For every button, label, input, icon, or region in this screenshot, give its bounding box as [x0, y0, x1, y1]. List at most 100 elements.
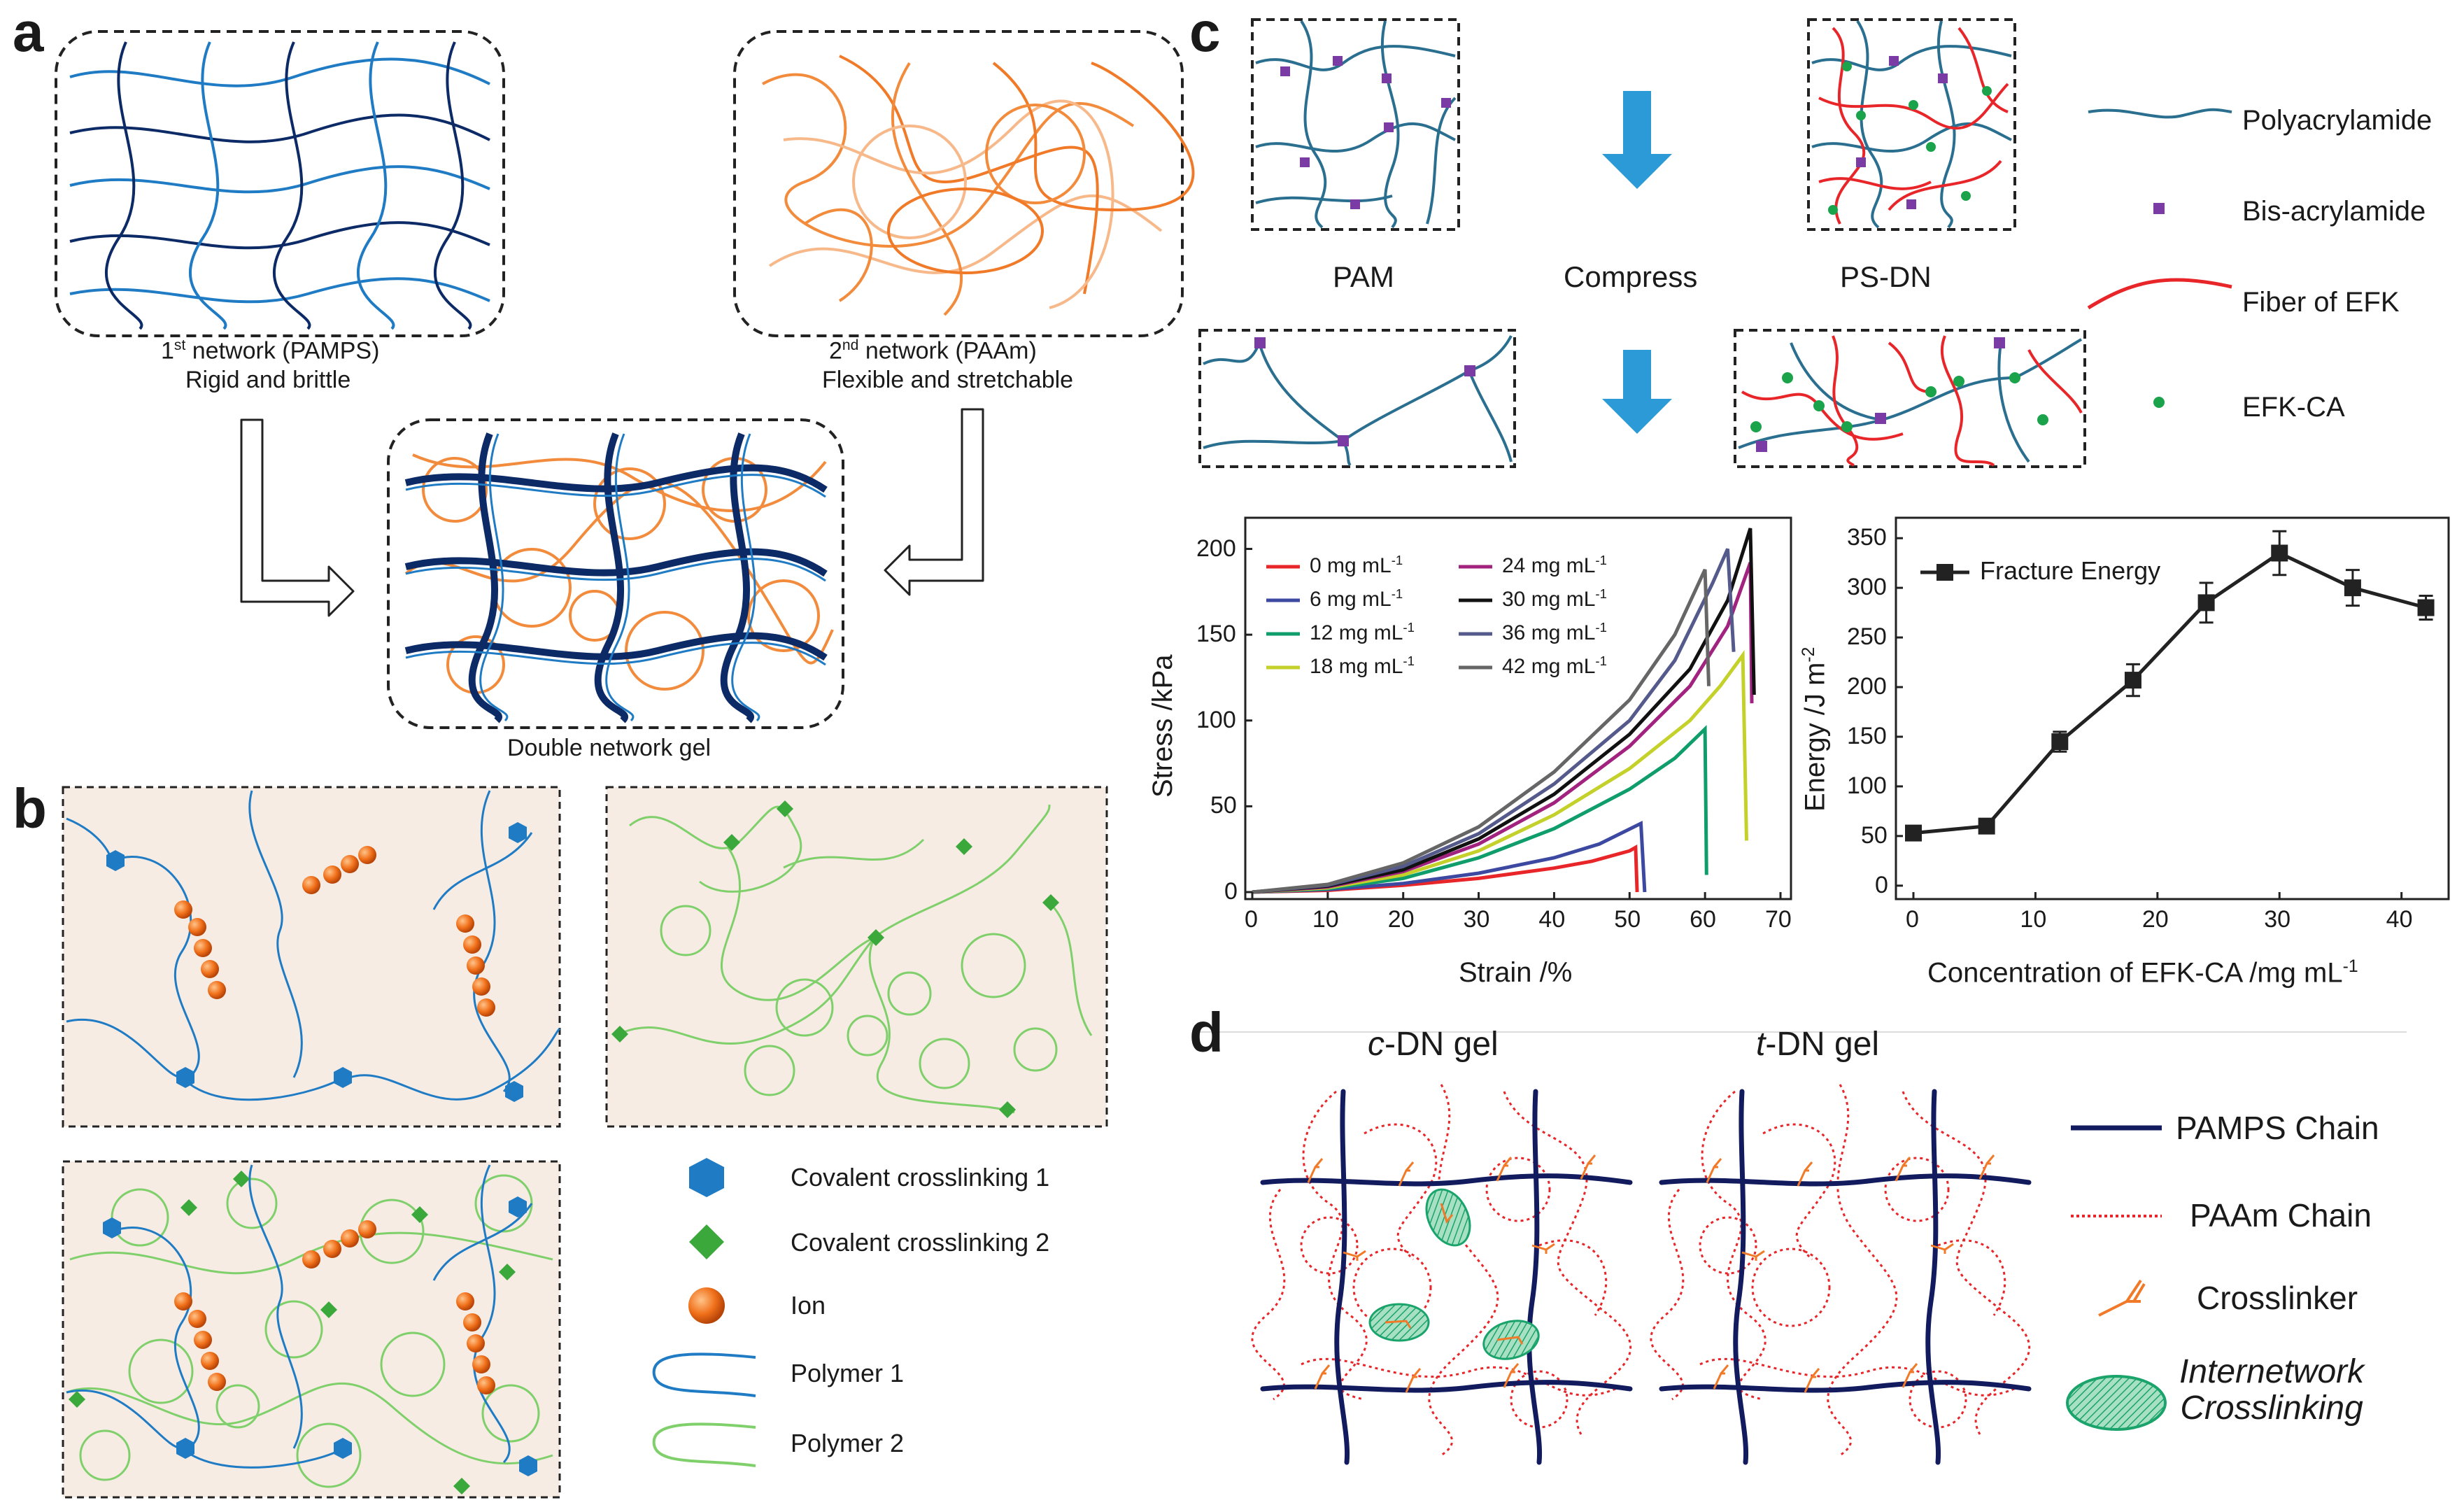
energy-point: [2271, 544, 2288, 562]
panel-letter-b: b: [13, 777, 47, 840]
energy-ytick-label: 100: [1847, 772, 1887, 799]
stress-legend-entry: 30 mg mL-1: [1502, 586, 1607, 611]
stress-legend-entry: 12 mg mL-1: [1310, 620, 1415, 644]
stress-legend-entry: 6 mg mL-1: [1310, 586, 1403, 611]
stress-xtick-label: 60: [1690, 906, 1716, 933]
internetwork-crosslinking-icon: [2066, 1375, 2167, 1431]
b-crosslinks-combined: [69, 1171, 537, 1495]
pamps-network-drawing: [69, 41, 490, 330]
pam-network-drawing: [1255, 20, 1457, 229]
energy-xlabel: Concentration of EFK-CA /mg mL-1: [1927, 957, 2358, 989]
stress-xtick-label: 30: [1463, 906, 1490, 933]
panel-d: [1196, 1031, 2407, 1465]
double-network-drawing: [404, 432, 834, 723]
energy-ylabel: Energy /J m-2: [1799, 647, 1831, 812]
c-dn-internetwork-crosslinks: [1368, 1188, 1540, 1360]
stress-series-24: [1252, 562, 1754, 894]
double-network-label: Double network gel: [507, 735, 711, 761]
stress-series-18: [1252, 650, 1748, 894]
ion-icon: [688, 1287, 725, 1324]
stress-xtick-label: 0: [1245, 906, 1258, 933]
stress-strain-plot-frame: [1244, 516, 1792, 900]
stress-ytick-label: 50: [1210, 792, 1237, 819]
compress-arrow-top: [1602, 91, 1672, 189]
energy-line: [1913, 551, 2427, 835]
pam-compressed-box: [1198, 329, 1516, 468]
energy-ytick-label: 200: [1847, 673, 1887, 700]
psdn-compressed-drawing: [1738, 335, 2083, 467]
compress-arrow-bottom: [1602, 350, 1672, 434]
energy-xtick-label: 0: [1906, 906, 1919, 933]
energy-point: [2417, 599, 2435, 616]
covalent-crosslinking-1-icon: [689, 1158, 724, 1197]
energy-point: [2344, 579, 2361, 597]
c-dn-paam-chains: [1251, 1084, 1631, 1457]
stress-legend-entry: 36 mg mL-1: [1502, 620, 1607, 644]
b-polymer2-drawing: [615, 804, 1093, 1114]
panel-letter-c: c: [1189, 1, 1221, 63]
covalent-crosslinking-2-icon: [689, 1224, 724, 1259]
energy-ytick-label: 300: [1847, 574, 1887, 601]
energy-point: [2197, 594, 2215, 612]
t-dn-gel-title: t-DN gel: [1756, 1026, 1880, 1063]
energy-ytick-label: 0: [1875, 871, 1888, 898]
panel-letter-d: d: [1189, 1001, 1224, 1064]
legend-efk-ca: EFK-CA: [2242, 392, 2345, 423]
stress-series-30: [1252, 528, 1756, 894]
double-network-box: [387, 418, 844, 729]
legend-bis-acrylamide: Bis-acrylamide: [2242, 196, 2426, 227]
b-combined-drawing: [66, 1164, 553, 1488]
c-dn-gel-title: c-DN gel: [1368, 1026, 1499, 1063]
panel-letter-a: a: [13, 1, 44, 63]
energy-legend-label: Fracture Energy: [1980, 556, 2161, 585]
t-dn-pamps-chains: [1659, 1089, 2032, 1465]
b-polymer1-box: [62, 786, 561, 1128]
b-crosslinks-1: [106, 822, 527, 1102]
paam-network-drawing: [762, 55, 1195, 316]
bis-acrylamide-icon: [2153, 203, 2165, 214]
polymer-2-icon: [652, 1422, 756, 1467]
stress-legend-entry: 0 mg mL-1: [1310, 553, 1403, 577]
second-network-desc: Flexible and stretchable: [822, 367, 1074, 393]
first-network-label: 1st network (PAMPS): [161, 337, 380, 365]
energy-xtick-label: 30: [2264, 906, 2291, 933]
stress-xtick-label: 10: [1312, 906, 1339, 933]
c-dn-crosslinks: [1307, 1154, 1596, 1393]
psdn-box: [1807, 18, 2016, 231]
legend-polymer-1: Polymer 1: [791, 1359, 905, 1387]
legend-polyacrylamide: Polyacrylamide: [2242, 105, 2433, 136]
compress-label: Compress: [1564, 260, 1698, 293]
t-dn-paam-chains: [1650, 1084, 2030, 1457]
energy-ytick-label: 250: [1847, 623, 1887, 651]
second-network-label: 2nd network (PAAm): [829, 337, 1037, 365]
energy-point: [2124, 672, 2141, 689]
fracture-energy-plot-frame: [1895, 516, 2450, 900]
stress-legend-entry: 24 mg mL-1: [1502, 553, 1607, 577]
stress-ytick-label: 0: [1224, 878, 1238, 905]
stress-xtick-label: 40: [1538, 906, 1566, 933]
pam-bis-points: [1280, 56, 1451, 209]
stress-ytick-label: 200: [1196, 535, 1236, 562]
first-network-desc: Rigid and brittle: [185, 367, 351, 393]
b-ions-1: [174, 846, 495, 1017]
energy-xtick-label: 10: [2020, 906, 2047, 933]
b-ions-combined: [174, 1220, 495, 1394]
legend-ion: Ion: [791, 1291, 826, 1320]
legend-covalent-crosslinking-2: Covalent crosslinking 2: [791, 1228, 1050, 1257]
fracture-energy-chart: [1896, 530, 2435, 899]
b-crosslinks-2: [611, 800, 1059, 1118]
panel-a: [55, 30, 1195, 729]
stress-xtick-label: 70: [1765, 906, 1792, 933]
b-polymer2-box: [605, 786, 1108, 1128]
legend-pamps-chain: PAMPS Chain: [2176, 1110, 2379, 1146]
pam-compressed-points: [1254, 337, 1475, 446]
energy-point: [1978, 817, 1995, 835]
energy-xtick-label: 40: [2386, 906, 2413, 933]
stress-xlabel: Strain /%: [1459, 957, 1573, 988]
arrow-right-to-dn: [884, 408, 984, 596]
first-network-box: [55, 30, 505, 337]
psdn-label: PS-DN: [1840, 260, 1932, 293]
energy-ytick-label: 50: [1861, 821, 1888, 849]
